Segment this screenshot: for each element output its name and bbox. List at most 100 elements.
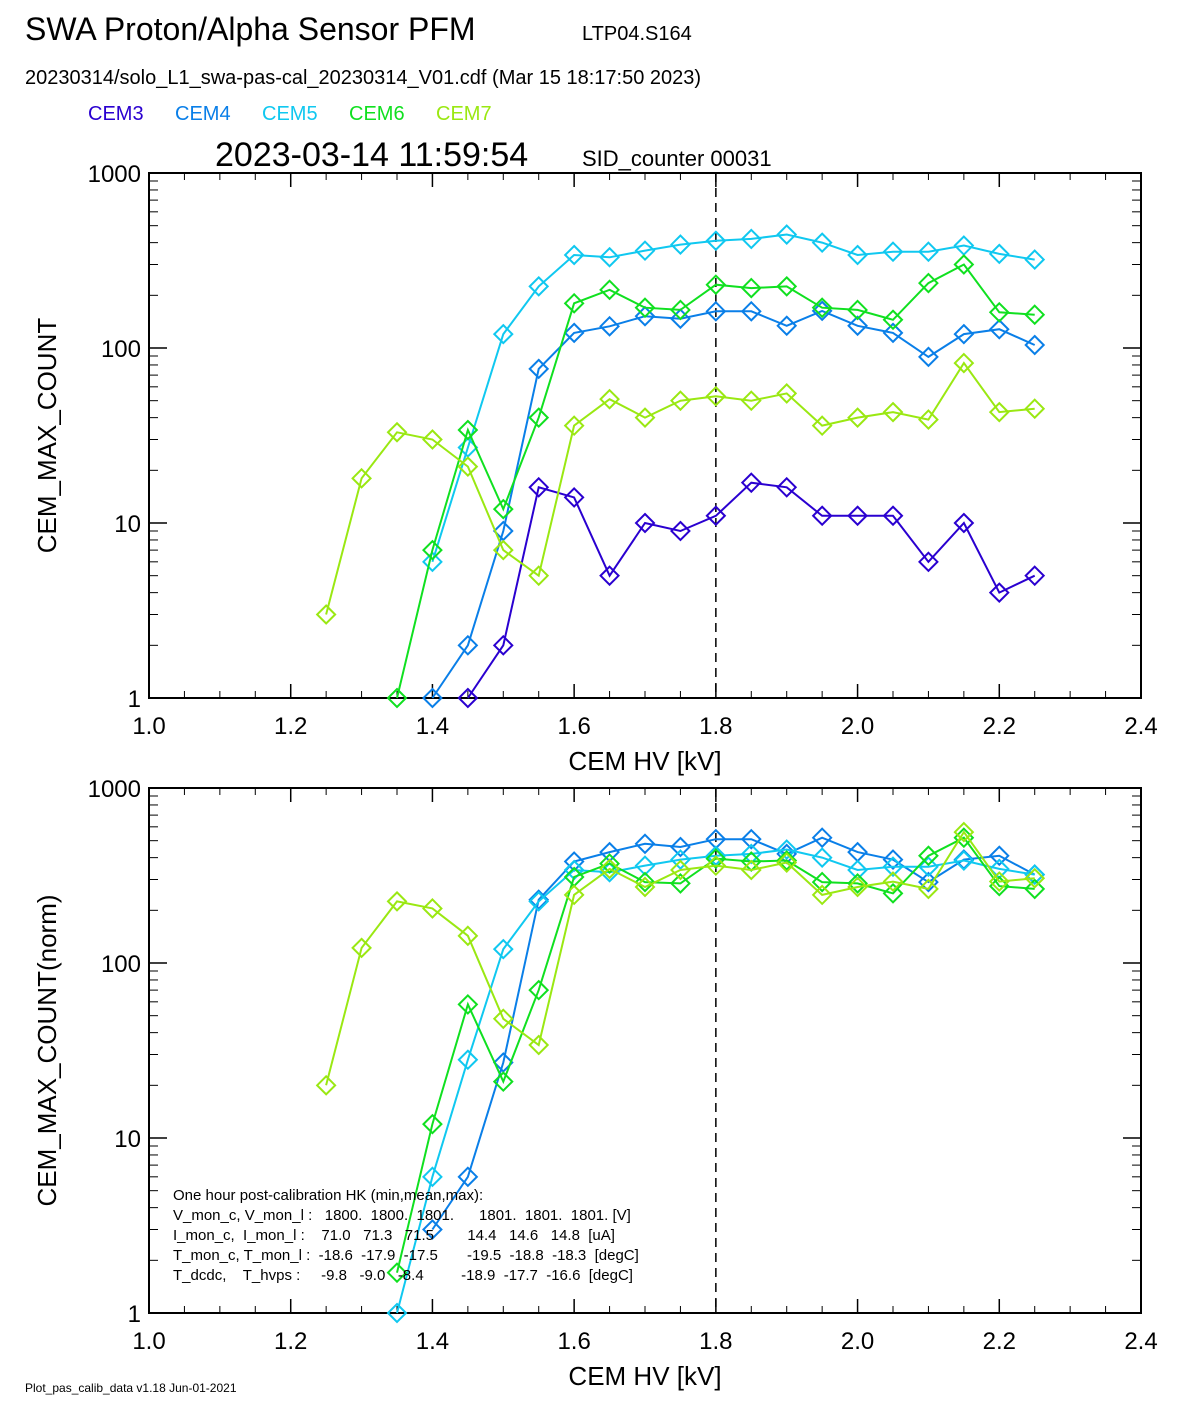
- marker: [599, 279, 620, 301]
- marker: [563, 487, 585, 508]
- marker: [953, 352, 975, 374]
- x-tick-label: 1.2: [274, 713, 307, 740]
- marker: [847, 876, 868, 898]
- marker: [386, 890, 408, 912]
- legend-entry: CEM5: [262, 103, 318, 125]
- marker: [953, 254, 975, 275]
- marker: [457, 687, 479, 709]
- marker: [740, 843, 762, 865]
- marker: [882, 241, 904, 263]
- marker: [811, 827, 833, 849]
- marker: [528, 275, 550, 297]
- annotation: I_mon_c, I_mon_l : 71.0 71.3 71.5 14.4 1…: [173, 1227, 615, 1244]
- marker: [1024, 304, 1046, 326]
- marker: [811, 297, 833, 319]
- marker: [1024, 878, 1046, 900]
- marker: [563, 415, 585, 437]
- marker: [953, 323, 975, 345]
- legend-entry: CEM3: [88, 103, 144, 125]
- marker: [988, 243, 1010, 265]
- marker: [740, 828, 762, 850]
- marker: [847, 244, 868, 266]
- y-tick-label: 1: [128, 1301, 141, 1328]
- marker: [528, 890, 550, 912]
- marker: [740, 859, 762, 881]
- series-line: [396, 836, 1035, 1273]
- marker: [670, 849, 691, 870]
- marker: [882, 871, 904, 892]
- marker: [528, 1034, 550, 1056]
- marker: [599, 388, 620, 410]
- marker: [457, 993, 479, 1015]
- marker: [634, 871, 656, 893]
- marker: [634, 833, 656, 855]
- marker: [953, 512, 975, 534]
- marker: [776, 383, 798, 404]
- marker: [811, 232, 833, 254]
- marker: [351, 467, 372, 489]
- marker: [457, 1166, 479, 1188]
- marker: [918, 878, 939, 900]
- marker: [847, 407, 868, 429]
- series-line: [325, 361, 1035, 615]
- marker: [599, 565, 620, 587]
- marker: [599, 858, 620, 880]
- marker: [1024, 867, 1046, 889]
- marker: [528, 979, 550, 1001]
- marker: [599, 315, 620, 337]
- x-tick-label: 2.2: [983, 713, 1016, 740]
- marker: [882, 882, 904, 904]
- y-tick-label: 10: [114, 1126, 141, 1153]
- marker: [599, 853, 620, 874]
- marker: [740, 472, 762, 494]
- marker: [634, 855, 656, 877]
- series-line: [396, 263, 1035, 699]
- marker: [1024, 249, 1046, 271]
- marker: [422, 1166, 443, 1188]
- marker: [386, 421, 408, 443]
- x-tick-label: 2.2: [983, 1328, 1016, 1355]
- series-line: [325, 830, 1035, 1086]
- marker: [988, 582, 1010, 604]
- marker: [599, 861, 620, 883]
- x-tick-label: 2.0: [841, 713, 874, 740]
- marker: [634, 297, 656, 319]
- marker: [847, 872, 868, 894]
- x-tick-label: 1.4: [416, 713, 449, 740]
- marker: [634, 512, 656, 534]
- marker: [351, 937, 372, 959]
- marker: [528, 358, 550, 380]
- marker: [422, 1113, 443, 1135]
- marker: [634, 240, 656, 262]
- y-axis-label: CEM_MAX_COUNT: [32, 318, 62, 554]
- y-axis-label: CEM_MAX_COUNT(norm): [32, 894, 62, 1206]
- legend-entry: CEM6: [349, 103, 405, 125]
- marker: [457, 634, 479, 656]
- marker: [776, 275, 798, 297]
- x-axis-label: CEM HV [kV]: [568, 746, 721, 776]
- marker: [670, 234, 691, 255]
- series-line: [431, 309, 1036, 699]
- marker: [918, 241, 939, 263]
- marker: [422, 429, 443, 450]
- marker: [599, 246, 620, 268]
- marker: [740, 277, 762, 299]
- marker: [811, 884, 833, 906]
- marker: [740, 228, 762, 250]
- series-line: [431, 233, 1035, 563]
- marker: [705, 230, 727, 252]
- marker: [670, 859, 691, 881]
- marker: [811, 415, 833, 437]
- marker: [670, 308, 691, 330]
- marker: [457, 419, 479, 441]
- marker: [988, 871, 1010, 892]
- marker: [492, 1071, 514, 1093]
- legend-entry: CEM7: [436, 103, 492, 125]
- marker: [315, 604, 337, 625]
- marker: [776, 839, 798, 860]
- marker: [422, 898, 443, 919]
- legend-entry: CEM4: [175, 103, 231, 125]
- marker: [988, 845, 1010, 867]
- annotation: V_mon_c, V_mon_l : 1800. 1800. 1801. 180…: [173, 1207, 631, 1224]
- marker: [882, 505, 904, 527]
